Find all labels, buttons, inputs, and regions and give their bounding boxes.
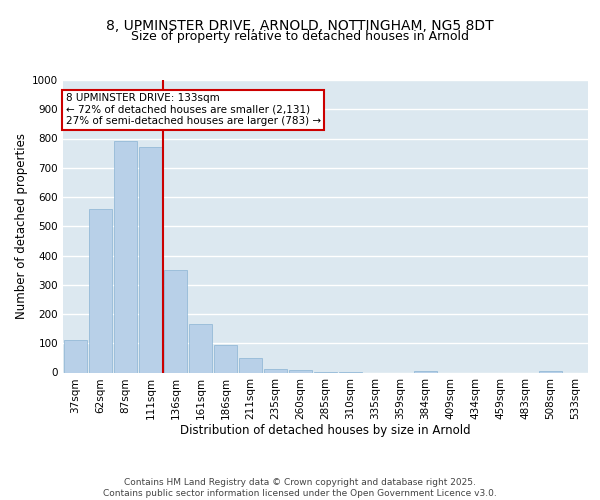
X-axis label: Distribution of detached houses by size in Arnold: Distribution of detached houses by size … [180, 424, 471, 436]
Text: Size of property relative to detached houses in Arnold: Size of property relative to detached ho… [131, 30, 469, 43]
Text: 8 UPMINSTER DRIVE: 133sqm
← 72% of detached houses are smaller (2,131)
27% of se: 8 UPMINSTER DRIVE: 133sqm ← 72% of detac… [65, 93, 321, 126]
Text: 8, UPMINSTER DRIVE, ARNOLD, NOTTINGHAM, NG5 8DT: 8, UPMINSTER DRIVE, ARNOLD, NOTTINGHAM, … [106, 19, 494, 33]
Bar [64, 340, 88, 372]
Bar [289, 370, 313, 372]
Y-axis label: Number of detached properties: Number of detached properties [15, 133, 28, 320]
Bar [139, 148, 163, 372]
Bar [188, 324, 212, 372]
Bar [413, 371, 437, 372]
Bar [164, 270, 187, 372]
Bar [263, 368, 287, 372]
Bar [239, 358, 262, 372]
Bar [214, 344, 238, 372]
Bar [89, 208, 112, 372]
Bar [539, 371, 562, 372]
Text: Contains HM Land Registry data © Crown copyright and database right 2025.
Contai: Contains HM Land Registry data © Crown c… [103, 478, 497, 498]
Bar [113, 142, 137, 372]
